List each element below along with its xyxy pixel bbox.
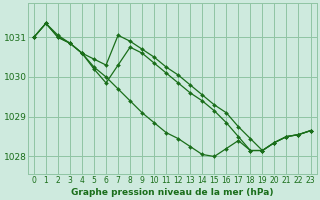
X-axis label: Graphe pression niveau de la mer (hPa): Graphe pression niveau de la mer (hPa) [71,188,274,197]
